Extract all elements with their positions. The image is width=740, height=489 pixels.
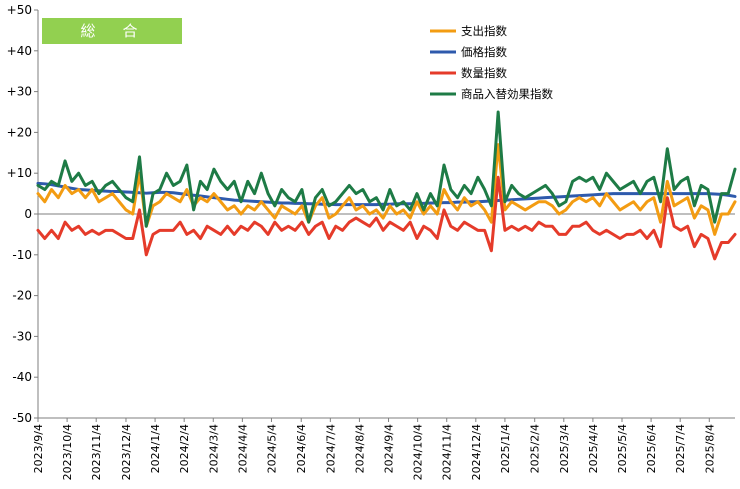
x-tick-label: 2025/7/4 xyxy=(674,424,687,473)
x-tick-label: 2024/7/4 xyxy=(324,424,337,473)
x-tick-label: 2025/4/4 xyxy=(587,424,600,473)
x-tick-label: 2024/6/4 xyxy=(295,424,308,473)
y-tick-label: -10 xyxy=(12,248,32,262)
x-tick-label: 2025/1/4 xyxy=(499,424,512,473)
y-tick-label: +20 xyxy=(7,125,32,139)
series-line-0 xyxy=(36,143,737,236)
series-layer xyxy=(36,110,737,261)
y-tick-label: +10 xyxy=(7,166,32,180)
x-tick-label: 2025/5/4 xyxy=(616,424,629,473)
x-tick-label: 2024/1/4 xyxy=(149,424,162,473)
y-tick-label: -20 xyxy=(12,289,32,303)
x-tick-label: 2024/10/4 xyxy=(412,424,425,480)
x-tick-label: 2023/11/4 xyxy=(90,424,103,480)
legend-label: 数量指数 xyxy=(461,66,507,80)
x-tick-label: 2023/10/4 xyxy=(61,424,74,480)
x-tick-label: 2024/11/4 xyxy=(441,424,454,480)
x-tick-label: 2024/8/4 xyxy=(353,424,366,473)
y-tick-label: -30 xyxy=(12,329,32,343)
chart-title: 総 合 xyxy=(42,18,182,44)
x-tick-label: 2024/3/4 xyxy=(207,424,220,473)
y-tick-label: +50 xyxy=(7,3,32,17)
x-tick-label: 2024/5/4 xyxy=(265,424,278,473)
x-tick-label: 2024/4/4 xyxy=(236,424,249,473)
legend-label: 支出指数 xyxy=(461,24,507,38)
y-tick-label: +40 xyxy=(7,44,32,58)
series-line-3 xyxy=(36,110,737,228)
x-tick-label: 2024/9/4 xyxy=(383,424,396,473)
x-tick-label: 2024/2/4 xyxy=(178,424,191,473)
legend-label: 価格指数 xyxy=(461,45,507,59)
x-tick-label: 2023/12/4 xyxy=(120,424,133,480)
x-tick-label: 2025/3/4 xyxy=(558,424,571,473)
y-tick-label: 0 xyxy=(24,207,32,221)
chart-title-text: 総 合 xyxy=(80,22,143,40)
x-tick-label: 2023/9/4 xyxy=(32,424,45,473)
y-tick-label: +30 xyxy=(7,85,32,99)
x-tick-label: 2024/12/4 xyxy=(470,424,483,480)
legend-label: 商品入替効果指数 xyxy=(461,87,553,101)
series-line-2 xyxy=(36,175,737,261)
x-tick-label: 2025/8/4 xyxy=(703,424,716,473)
chart-title-box xyxy=(42,18,182,44)
y-tick-label: -50 xyxy=(12,411,32,425)
x-tick-label: 2025/6/4 xyxy=(645,424,658,473)
x-tick-label: 2025/2/4 xyxy=(529,424,542,473)
y-tick-label: -40 xyxy=(12,370,32,384)
